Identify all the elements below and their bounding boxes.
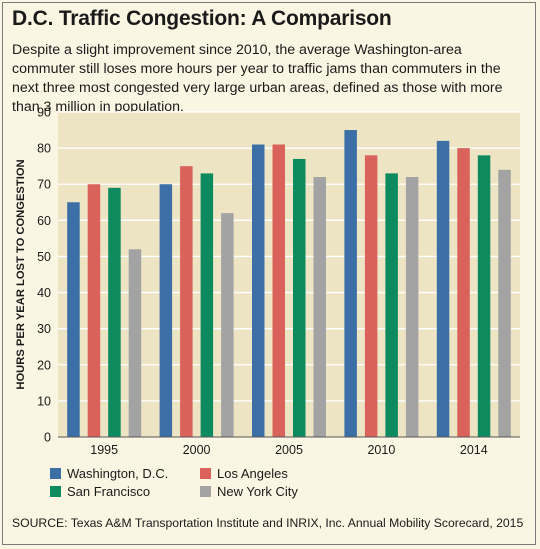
- legend-label: New York City: [217, 484, 298, 499]
- x-tick-label: 2014: [460, 443, 488, 457]
- bar: [436, 140, 450, 437]
- legend: Washington, D.C. Los Angeles San Francisco…: [50, 466, 298, 499]
- chart-frame: [2, 2, 536, 545]
- plot-area: [58, 112, 520, 437]
- bar: [128, 249, 142, 437]
- y-tick-label: 40: [37, 286, 51, 300]
- bar: [221, 213, 234, 437]
- legend-label: Washington, D.C.: [67, 466, 168, 481]
- bar: [180, 166, 193, 437]
- bar: [313, 177, 326, 437]
- bar: [293, 158, 306, 437]
- legend-swatch: [50, 468, 61, 479]
- x-tick-label: 2005: [275, 443, 303, 457]
- y-tick-label: 70: [37, 178, 51, 192]
- bar: [67, 202, 80, 437]
- y-tick-label: 90: [37, 106, 51, 120]
- legend-label: San Francisco: [67, 484, 150, 499]
- source-note: SOURCE: Texas A&M Transportation Institu…: [12, 516, 524, 530]
- x-tick-label: 1995: [90, 443, 118, 457]
- y-tick-label: 30: [37, 322, 51, 336]
- x-tick-label: 2010: [367, 443, 395, 457]
- bar: [405, 177, 419, 437]
- bar: [457, 148, 470, 437]
- chart-title: D.C. Traffic Congestion: A Comparison: [12, 7, 392, 30]
- bar: [364, 155, 378, 438]
- bars: [67, 130, 511, 438]
- bar: [477, 155, 491, 438]
- y-tick-label: 60: [37, 214, 51, 228]
- y-tick-label: 20: [37, 358, 51, 372]
- y-tick-label: 80: [37, 142, 51, 156]
- bar: [344, 130, 357, 438]
- y-tick-label: 10: [37, 394, 51, 408]
- bar: [272, 144, 285, 437]
- x-tick-label: 2000: [183, 443, 211, 457]
- bar: [252, 144, 265, 437]
- y-tick-label: 50: [37, 250, 51, 264]
- bar: [159, 184, 173, 437]
- legend-swatch: [200, 468, 211, 479]
- bar: [108, 187, 121, 437]
- y-axis-label: HOURS PER YEAR LOST TO CONGESTION: [15, 159, 27, 389]
- y-tick-label: 0: [44, 431, 51, 445]
- legend-swatch: [50, 486, 61, 497]
- chart-subtitle: Despite a slight improvement since 2010,…: [12, 42, 503, 115]
- legend-label: Los Angeles: [217, 466, 288, 481]
- x-tick-labels: 1995 2000 2005 2010 2014: [90, 443, 487, 457]
- y-tick-labels: 0 10 20 30 40 50 60 70 80 90: [37, 106, 51, 445]
- bar: [498, 169, 511, 437]
- bar: [385, 173, 398, 437]
- bar: [87, 184, 101, 437]
- legend-swatch: [200, 486, 211, 497]
- bar: [200, 173, 214, 437]
